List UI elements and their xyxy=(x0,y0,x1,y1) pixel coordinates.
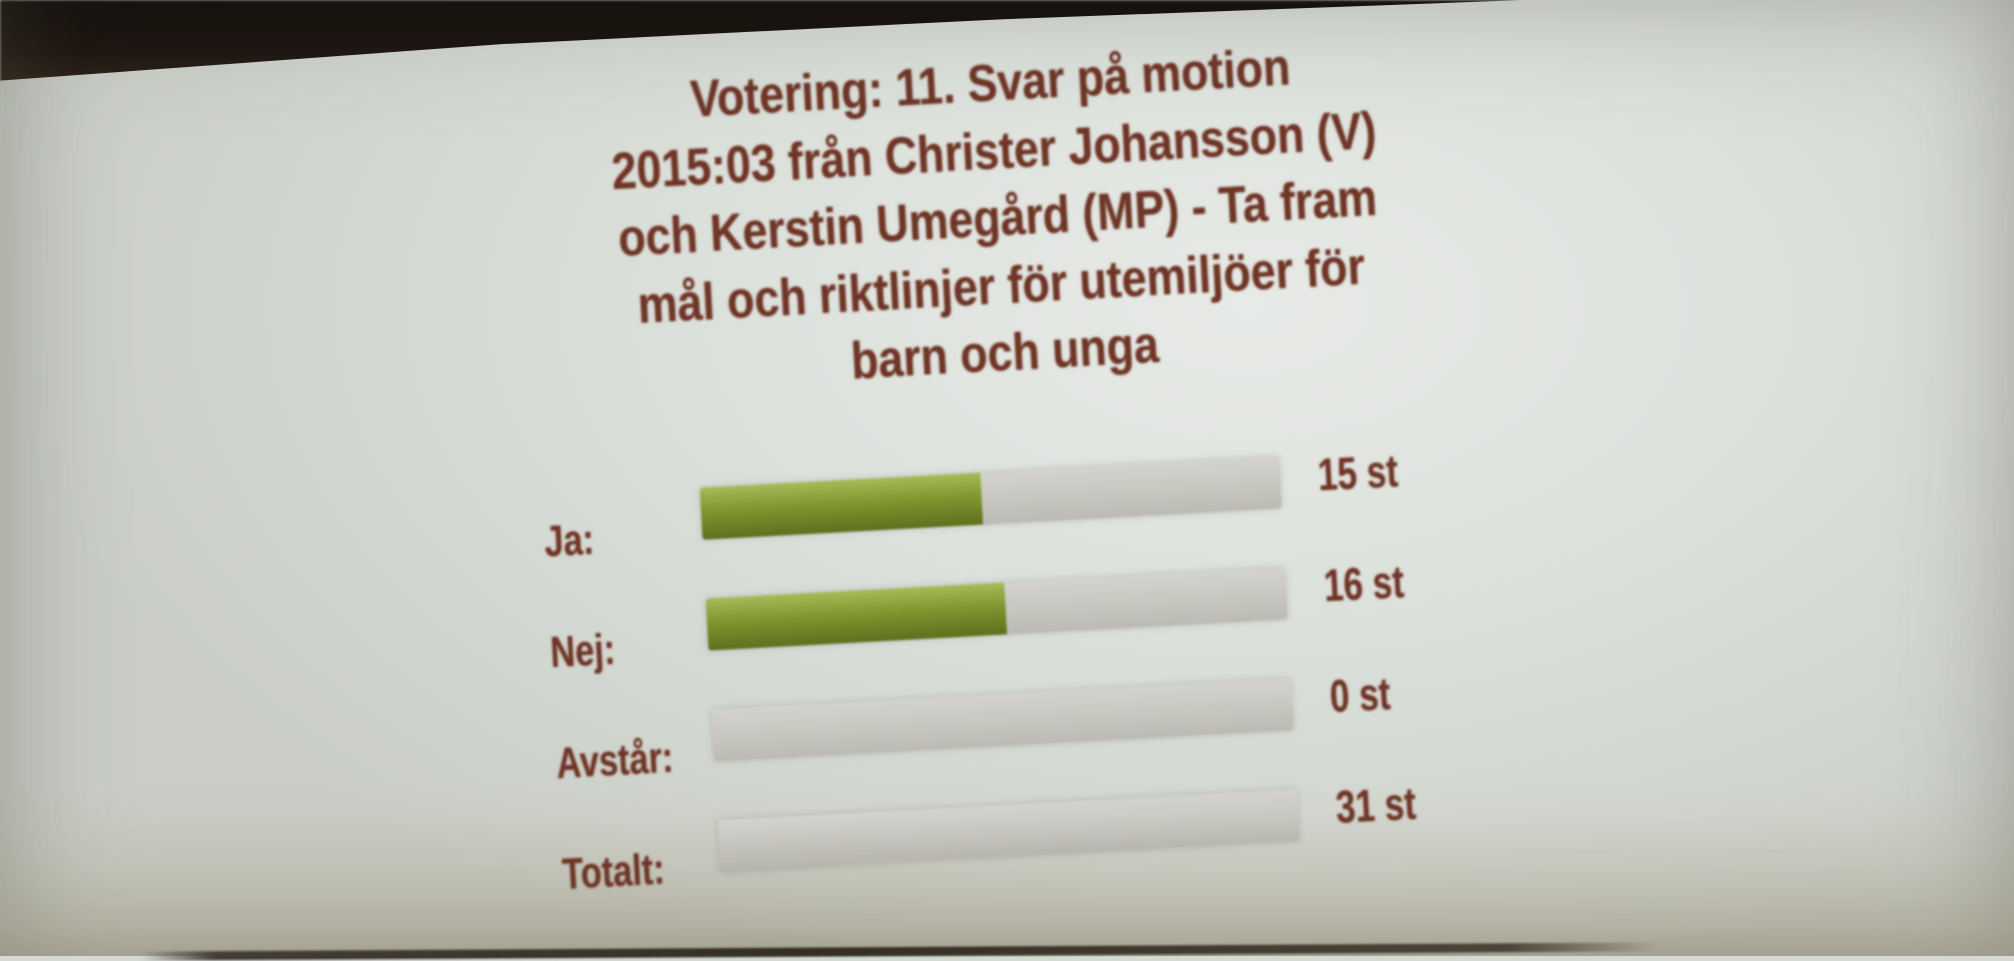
bar-track xyxy=(700,457,1282,540)
row-value: 31 st xyxy=(1335,773,1510,844)
row-label: Totalt: xyxy=(559,804,687,901)
bar-track xyxy=(712,679,1294,762)
row-label: Nej: xyxy=(547,582,675,679)
vote-title: Votering: 11. Svar på motion 2015:03 frå… xyxy=(456,22,1539,417)
bar-fill xyxy=(712,710,715,762)
row-label: Avstår: xyxy=(553,693,681,790)
row-value: 16 st xyxy=(1323,551,1498,622)
bar-track xyxy=(718,789,1300,872)
bar-fill xyxy=(718,821,721,873)
row-label: Ja: xyxy=(541,471,669,568)
row-value: 0 st xyxy=(1329,662,1504,733)
row-value: 15 st xyxy=(1317,441,1492,512)
screen-bottom-bezel xyxy=(140,942,1660,960)
bar-track xyxy=(706,568,1288,651)
bar-fill xyxy=(706,583,1008,651)
bar-fill xyxy=(700,473,983,540)
vote-results-chart: Ja: 15 st Nej: 16 st Avstår: 0 st xyxy=(540,408,1652,910)
projected-slide: Votering: 11. Svar på motion 2015:03 frå… xyxy=(367,0,1653,919)
